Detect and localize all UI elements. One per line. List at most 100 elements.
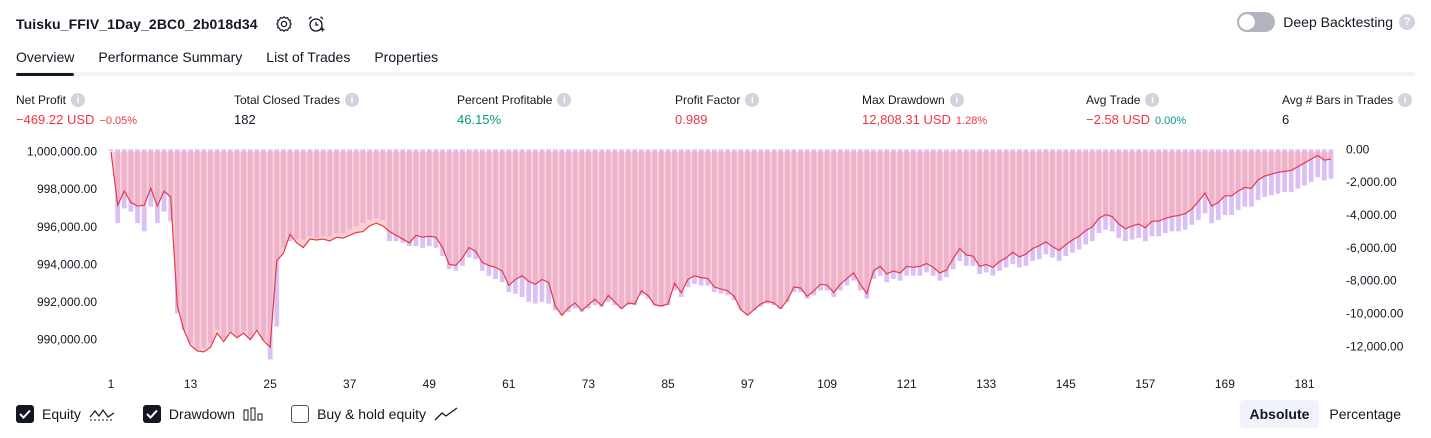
x-axis-tick: 61 xyxy=(502,377,516,391)
trend-line-icon xyxy=(434,407,458,421)
metrics-row: Net Profit i −469.22 USD −0.05% Total Clos… xyxy=(16,93,1415,133)
x-axis-tick: 181 xyxy=(1294,377,1314,391)
right-axis-tick: -12,000.00 xyxy=(1346,339,1404,353)
metric-percent: 0.00% xyxy=(1154,115,1187,127)
checkbox-checked-icon[interactable] xyxy=(16,405,34,423)
x-axis-tick: 1 xyxy=(108,377,115,391)
right-axis-tick: -10,000.00 xyxy=(1346,307,1404,321)
metric-value: 182 xyxy=(234,112,256,127)
x-axis-tick: 145 xyxy=(1056,377,1076,391)
left-axis-tick: 998,000.00 xyxy=(37,182,97,196)
drawdown-bar xyxy=(1322,149,1327,181)
deep-backtesting-label: Deep Backtesting xyxy=(1283,14,1393,30)
metric-value: 46.15% xyxy=(457,112,502,127)
x-axis-tick: 25 xyxy=(263,377,277,391)
bar-chart-icon xyxy=(243,407,263,421)
drawdown-bar xyxy=(108,149,114,151)
value-mode-switch: Absolute Percentage xyxy=(1239,400,1412,428)
tab-performance-summary[interactable]: Performance Summary xyxy=(98,49,243,65)
help-icon[interactable]: i xyxy=(345,93,360,107)
drawdown-bar xyxy=(1328,149,1334,179)
report-tabs: Overview Performance Summary List of Tra… xyxy=(16,44,1415,76)
toggle-knob xyxy=(1239,14,1256,30)
tab-list-of-trades[interactable]: List of Trades xyxy=(266,49,351,65)
tab-properties[interactable]: Properties xyxy=(374,49,439,65)
left-axis-tick: 992,000.00 xyxy=(37,295,97,309)
metric-label: Avg Trade xyxy=(1086,93,1141,107)
x-axis-tick: 169 xyxy=(1215,377,1235,391)
chart-legend: Equity Drawdown Buy & hold equity xyxy=(16,402,486,426)
right-axis-tick: -8,000.00 xyxy=(1346,274,1397,288)
x-axis-tick: 13 xyxy=(184,377,198,391)
right-axis-tick: -4,000.00 xyxy=(1346,208,1397,222)
help-icon[interactable]: i xyxy=(1398,93,1413,107)
metric-net-profit: Net Profit i −469.22 USD −0.05% xyxy=(16,93,137,127)
metric-profit-factor: Profit Factor i 0.989 xyxy=(675,93,760,127)
left-axis-tick: 994,000.00 xyxy=(37,258,97,272)
tab-overview[interactable]: Overview xyxy=(16,44,75,76)
equity-chart[interactable]: 1,000,000.00 998,000.00 996,000.00 994,000.… xyxy=(0,140,1431,396)
x-axis-tick: 49 xyxy=(423,377,437,391)
help-icon[interactable]: i xyxy=(1145,93,1160,107)
metric-percent-profitable: Percent Profitable i 46.15% xyxy=(457,93,572,127)
drawdown-bar xyxy=(1302,149,1307,186)
legend-buy-hold-equity[interactable]: Buy & hold equity xyxy=(291,405,458,423)
legend-label: Drawdown xyxy=(168,406,236,422)
x-axis-tick: 85 xyxy=(661,377,675,391)
legend-drawdown[interactable]: Drawdown xyxy=(142,405,263,423)
strategy-name: Tuisku_FFIV_1Day_2BC0_2b018d34 xyxy=(16,16,258,32)
drawdown-bar xyxy=(1308,149,1314,183)
metric-label: Total Closed Trades xyxy=(234,93,341,107)
drawdown-bar xyxy=(1315,149,1321,178)
metric-label: Percent Profitable xyxy=(457,93,553,107)
metric-value: 12,808.31 USD xyxy=(862,112,951,127)
metric-value: 0.989 xyxy=(675,112,708,127)
left-axis-tick: 1,000,000.00 xyxy=(27,145,97,159)
x-axis-tick: 73 xyxy=(582,377,596,391)
x-axis-tick: 157 xyxy=(1135,377,1155,391)
legend-equity[interactable]: Equity xyxy=(16,405,115,423)
metric-percent: −0.05% xyxy=(99,115,138,127)
metric-label: Max Drawdown xyxy=(862,93,945,107)
alarm-icon[interactable] xyxy=(304,12,328,36)
drawdown-bar xyxy=(1295,149,1301,189)
x-axis-tick: 109 xyxy=(817,377,837,391)
metric-label: Net Profit xyxy=(16,93,67,107)
x-axis-tick: 97 xyxy=(741,377,755,391)
absolute-button[interactable]: Absolute xyxy=(1239,400,1320,428)
metric-value: 6 xyxy=(1282,112,1290,127)
legend-label: Equity xyxy=(42,406,81,422)
x-axis-tick: 121 xyxy=(897,377,917,391)
help-icon[interactable]: i xyxy=(745,93,760,107)
right-axis-tick: -6,000.00 xyxy=(1346,241,1397,255)
settings-icon[interactable] xyxy=(272,12,296,36)
help-icon[interactable]: i xyxy=(949,93,964,107)
equity-line xyxy=(110,151,1332,353)
metric-label: Profit Factor xyxy=(675,93,741,107)
percentage-button[interactable]: Percentage xyxy=(1329,406,1401,422)
right-axis-tick: -2,000.00 xyxy=(1346,175,1397,189)
left-axis-tick: 996,000.00 xyxy=(37,220,97,234)
metric-value: −2.58 USD xyxy=(1086,112,1150,127)
x-axis-tick: 133 xyxy=(976,377,996,391)
legend-label: Buy & hold equity xyxy=(317,406,427,422)
metric-percent: 1.28% xyxy=(955,115,988,127)
x-axis: 1 13 25 37 49 61 73 85 97 109 121 133 145 157 169 181 xyxy=(108,377,1315,391)
report-header: Tuisku_FFIV_1Day_2BC0_2b018d34 Deep Back… xyxy=(16,10,1415,38)
left-axis-tick: 990,000.00 xyxy=(37,333,97,347)
metric-value: −469.22 USD xyxy=(16,112,95,127)
help-icon[interactable]: ? xyxy=(1399,14,1415,30)
metric-avg-bars: Avg # Bars in Trades i 6 xyxy=(1282,93,1413,127)
x-axis-tick: 37 xyxy=(343,377,357,391)
deep-backtesting-toggle[interactable] xyxy=(1237,12,1276,32)
metric-label: Avg # Bars in Trades xyxy=(1282,93,1394,107)
equity-area xyxy=(111,151,1331,352)
metric-max-drawdown: Max Drawdown i 12,808.31 USD 1.28% xyxy=(862,93,987,127)
right-axis-tick: 0.00 xyxy=(1346,142,1370,156)
checkbox-unchecked-icon[interactable] xyxy=(291,405,310,423)
help-icon[interactable]: i xyxy=(557,93,572,107)
help-icon[interactable]: i xyxy=(71,93,86,107)
checkbox-checked-icon[interactable] xyxy=(142,405,161,423)
deep-backtesting: Deep Backtesting ? xyxy=(1237,12,1415,32)
left-axis: 1,000,000.00 998,000.00 996,000.00 994,000.… xyxy=(27,145,97,347)
